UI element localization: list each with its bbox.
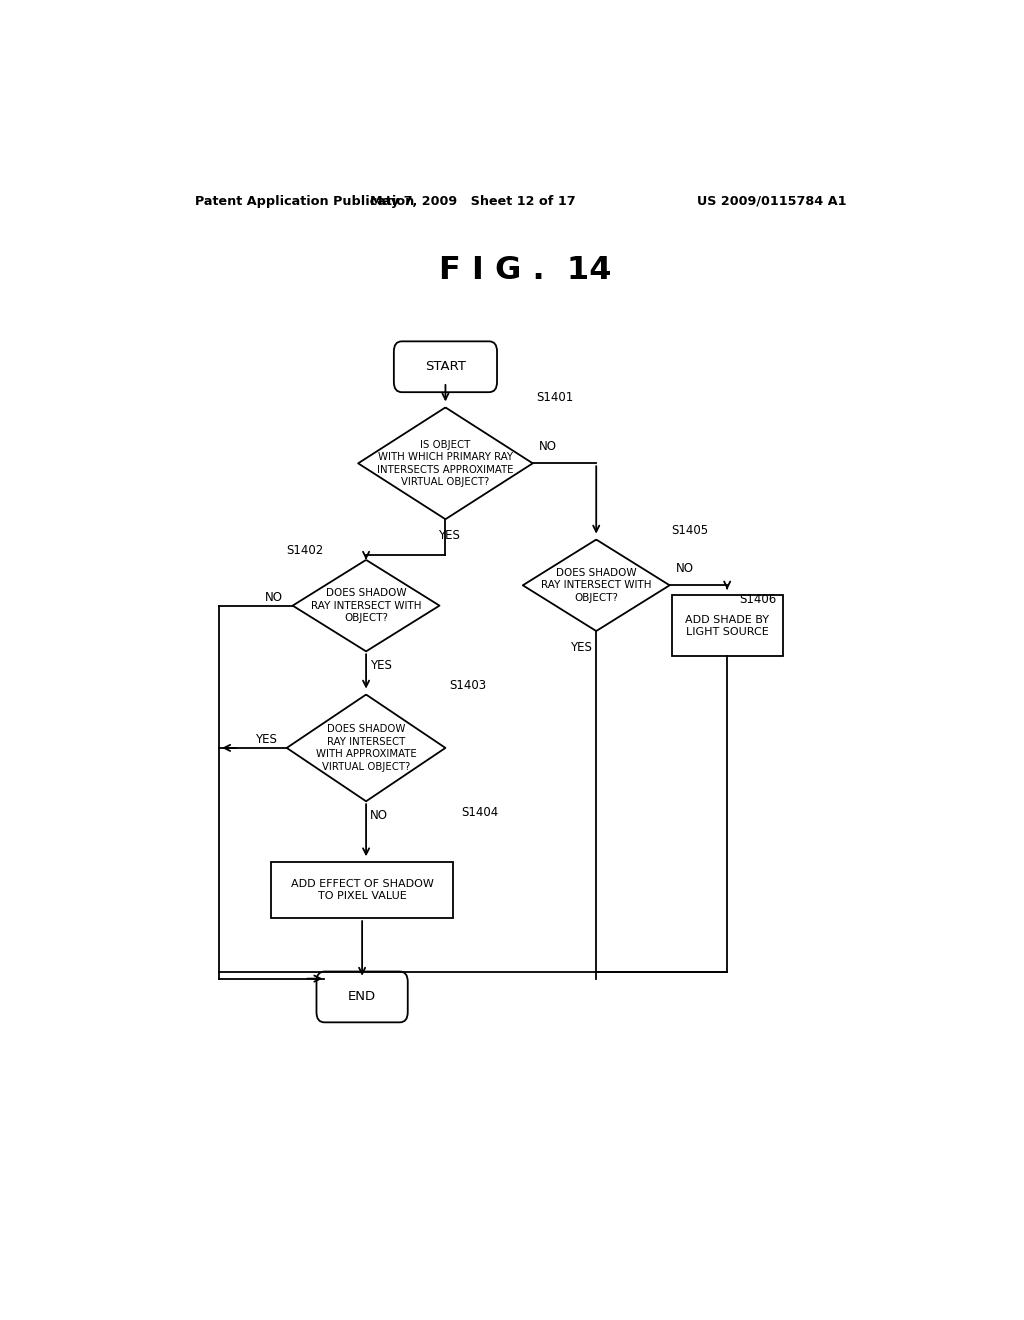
Text: DOES SHADOW
RAY INTERSECT WITH
OBJECT?: DOES SHADOW RAY INTERSECT WITH OBJECT?: [311, 589, 421, 623]
Text: DOES SHADOW
RAY INTERSECT WITH
OBJECT?: DOES SHADOW RAY INTERSECT WITH OBJECT?: [541, 568, 651, 603]
Text: F I G .  14: F I G . 14: [438, 255, 611, 285]
Bar: [672, 595, 782, 656]
Text: NO: NO: [539, 440, 557, 453]
Bar: [270, 862, 454, 919]
Text: S1406: S1406: [739, 594, 776, 606]
Text: YES: YES: [255, 734, 278, 746]
Text: END: END: [348, 990, 376, 1003]
Text: S1402: S1402: [287, 544, 324, 557]
Text: S1404: S1404: [461, 807, 499, 820]
Text: NO: NO: [370, 809, 388, 822]
Text: YES: YES: [438, 529, 461, 543]
Text: IS OBJECT
WITH WHICH PRIMARY RAY
INTERSECTS APPROXIMATE
VIRTUAL OBJECT?: IS OBJECT WITH WHICH PRIMARY RAY INTERSE…: [377, 440, 514, 487]
Text: US 2009/0115784 A1: US 2009/0115784 A1: [696, 195, 846, 209]
Text: DOES SHADOW
RAY INTERSECT
WITH APPROXIMATE
VIRTUAL OBJECT?: DOES SHADOW RAY INTERSECT WITH APPROXIMA…: [315, 725, 417, 771]
Text: S1401: S1401: [537, 391, 574, 404]
Text: ADD SHADE BY
LIGHT SOURCE: ADD SHADE BY LIGHT SOURCE: [685, 615, 769, 638]
Text: YES: YES: [570, 642, 592, 655]
Text: S1405: S1405: [672, 524, 709, 536]
Text: May 7, 2009   Sheet 12 of 17: May 7, 2009 Sheet 12 of 17: [371, 195, 577, 209]
Text: ADD EFFECT OF SHADOW
TO PIXEL VALUE: ADD EFFECT OF SHADOW TO PIXEL VALUE: [291, 879, 433, 902]
Text: START: START: [425, 360, 466, 374]
Text: Patent Application Publication: Patent Application Publication: [196, 195, 415, 209]
Text: NO: NO: [265, 591, 284, 605]
Text: YES: YES: [370, 660, 392, 672]
Text: S1403: S1403: [450, 678, 486, 692]
Text: NO: NO: [676, 562, 694, 576]
